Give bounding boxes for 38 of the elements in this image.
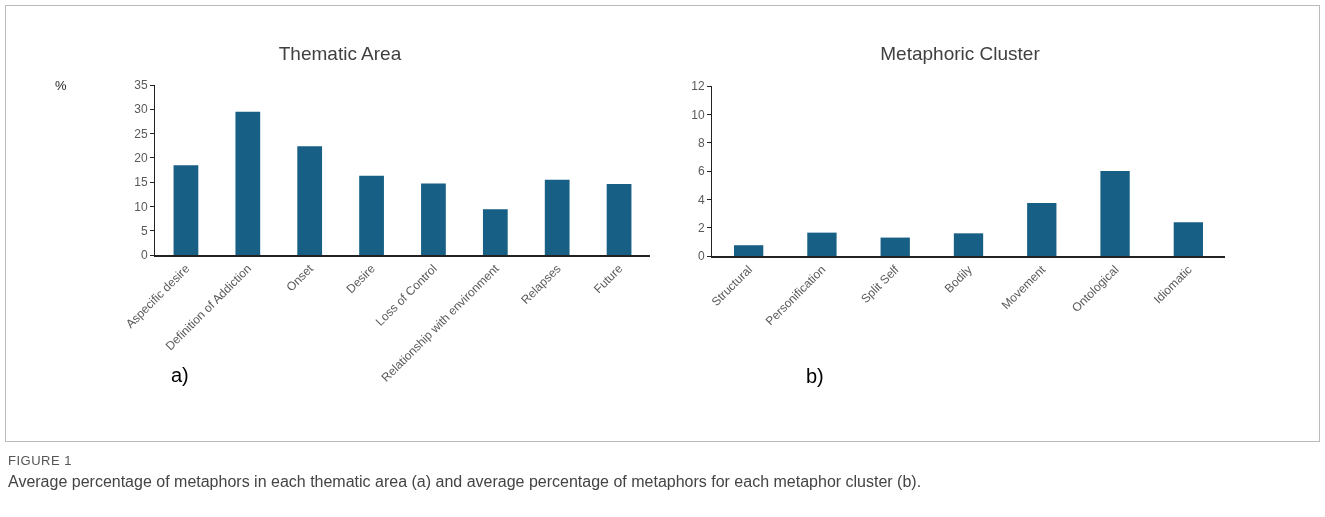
y-tick-label: 0 [697,249,705,264]
bar [880,237,910,256]
bar [544,179,570,255]
y-tick-label: 2 [697,220,705,235]
bar [173,165,199,255]
bar [953,233,984,256]
bar [1027,202,1057,256]
y-tick-label: 15 [134,175,148,190]
y-axis-title: % [55,78,67,93]
bar [1100,171,1130,256]
y-tick-label: 4 [697,192,705,207]
chart-title: Metaphoric Cluster [880,42,1041,64]
y-tick-label: 10 [691,107,705,122]
text: Average percentage of metaphors in each thematic area (a) and average percentage of metaphors for each metaphor cluster (b). [8,473,922,491]
y-tick-label: 5 [140,223,148,238]
bar [807,232,837,256]
caption: FIGURE 1 [8,453,72,468]
x-tick-label: Split Self [858,262,903,306]
bar [235,111,261,255]
y-tick-label: 6 [697,164,705,179]
bar [733,245,764,256]
y-tick-label: 0 [140,248,148,263]
bar [297,146,323,255]
bar [482,209,508,255]
y-tick-label: 20 [134,151,148,166]
y-tick-label: 25 [134,126,148,141]
text: a) [171,364,189,386]
y-tick-label: 30 [134,102,148,117]
text: b) [806,365,824,387]
bar [421,183,446,255]
y-tick-label: 35 [134,78,148,93]
bar [606,184,632,255]
bar [359,175,384,255]
y-tick-label: 10 [134,199,148,214]
chart-title: Thematic Area [278,42,402,64]
y-tick-label: 8 [697,135,705,150]
bar [1173,222,1204,256]
y-tick-label: 12 [691,79,705,94]
